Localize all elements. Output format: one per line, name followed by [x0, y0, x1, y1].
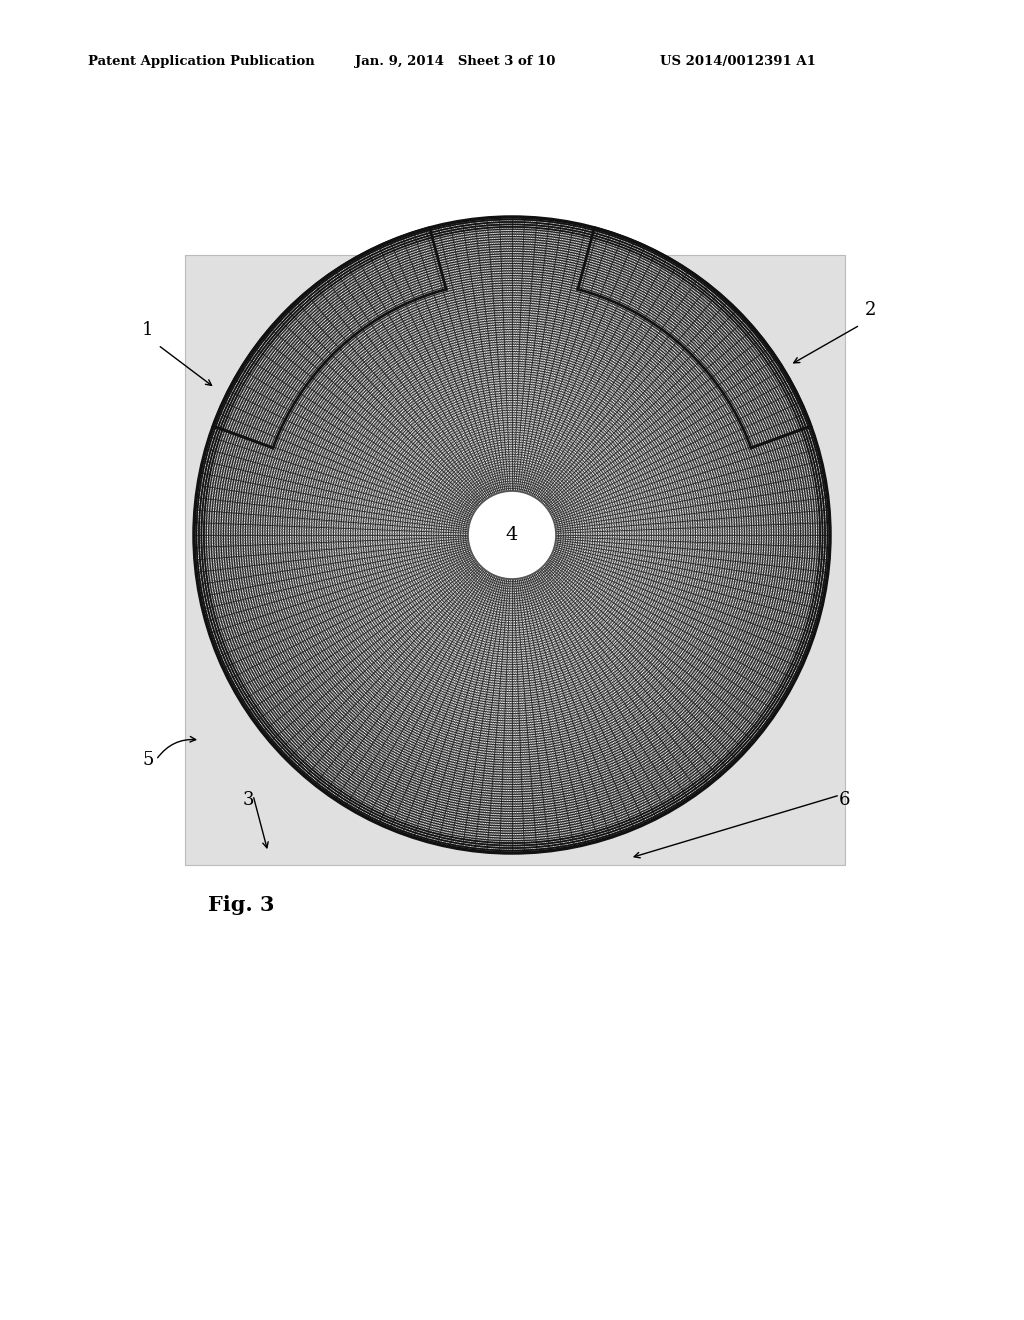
Text: 1: 1: [142, 321, 154, 339]
Text: Jan. 9, 2014   Sheet 3 of 10: Jan. 9, 2014 Sheet 3 of 10: [355, 55, 555, 69]
Text: Patent Application Publication: Patent Application Publication: [88, 55, 314, 69]
Circle shape: [468, 491, 556, 579]
Text: US 2014/0012391 A1: US 2014/0012391 A1: [660, 55, 816, 69]
Text: 5: 5: [142, 751, 154, 770]
Text: Fig. 3: Fig. 3: [208, 895, 274, 915]
Text: 3: 3: [243, 791, 254, 809]
Circle shape: [194, 216, 830, 853]
Text: 2: 2: [864, 301, 876, 319]
Text: 4: 4: [506, 525, 518, 544]
Text: 6: 6: [840, 791, 851, 809]
Bar: [185, 255, 845, 865]
